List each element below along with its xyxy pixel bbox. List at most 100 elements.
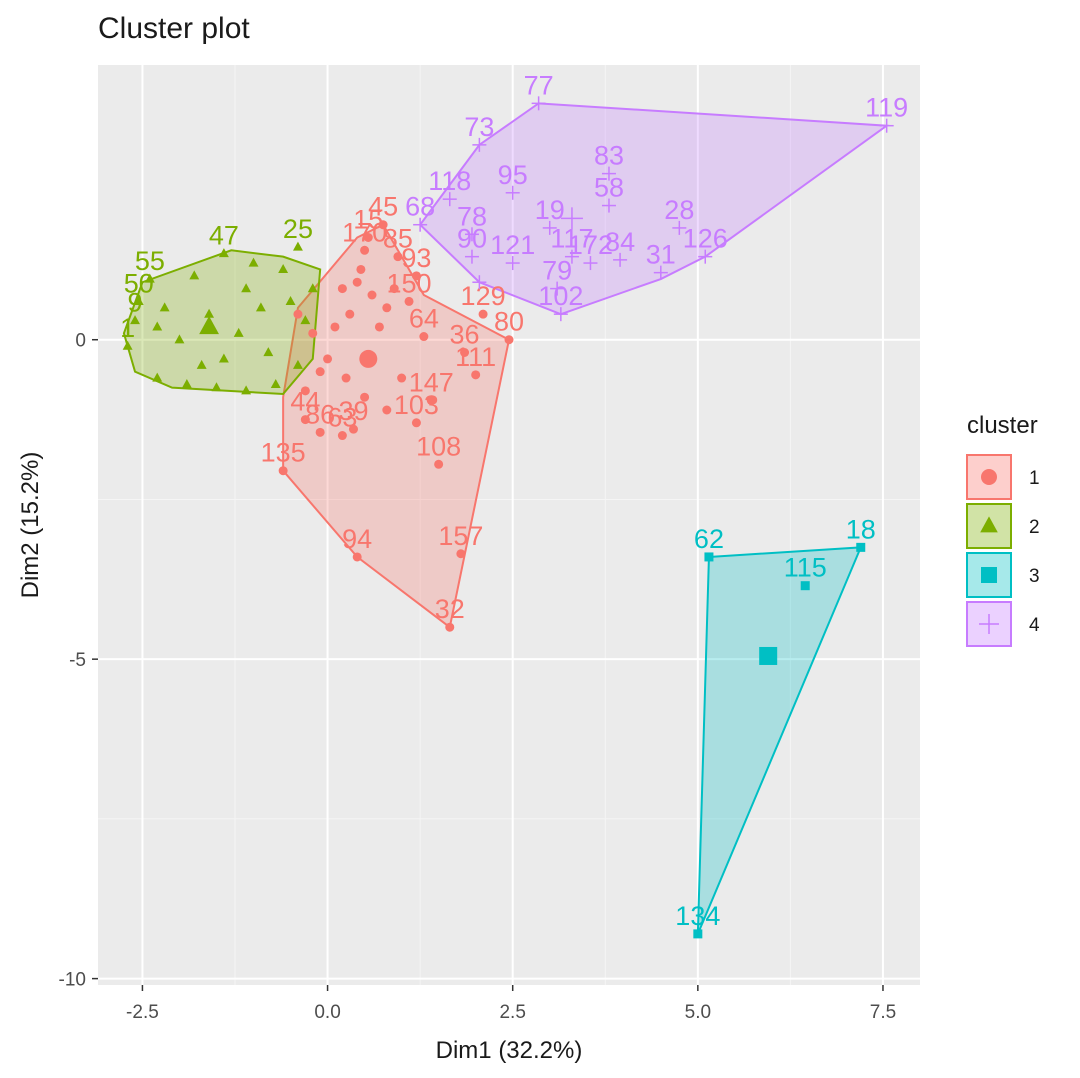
y-tick-label: -5 — [69, 650, 86, 671]
x-axis-title: Dim1 (32.2%) — [436, 1037, 583, 1064]
data-point — [300, 315, 311, 325]
point-label: 64 — [409, 304, 439, 334]
data-point — [348, 424, 358, 434]
data-point — [315, 367, 325, 377]
point-label: 1 — [120, 313, 135, 343]
point-label: 147 — [409, 367, 454, 397]
point-label: 50 — [124, 268, 154, 298]
data-point — [374, 322, 384, 332]
data-point — [426, 395, 436, 405]
data-point — [292, 241, 303, 251]
data-point — [472, 137, 487, 152]
data-point — [204, 308, 215, 318]
point-label: 170 — [342, 217, 387, 247]
data-point — [152, 321, 163, 331]
legend-key-symbol-3 — [981, 567, 997, 583]
point-label: 119 — [865, 93, 908, 123]
data-point — [130, 315, 140, 325]
point-label: 86 — [305, 399, 335, 429]
data-point — [460, 348, 470, 357]
point-label: 85 — [383, 224, 413, 254]
data-point — [411, 418, 421, 428]
data-point — [315, 427, 325, 437]
data-point — [341, 373, 351, 383]
data-point — [583, 256, 598, 271]
data-point — [308, 328, 318, 338]
x-tick-label: 7.5 — [870, 1002, 896, 1023]
data-point — [360, 392, 370, 402]
data-point — [531, 96, 546, 111]
data-point — [382, 405, 392, 415]
chart-title: Cluster plot — [98, 12, 250, 45]
point-label: 115 — [784, 553, 827, 583]
data-point — [505, 256, 520, 271]
point-label: 62 — [694, 524, 724, 554]
data-point — [300, 415, 310, 425]
data-point — [270, 379, 281, 389]
data-point — [360, 245, 370, 255]
data-point — [404, 296, 414, 306]
point-label: 32 — [435, 594, 465, 624]
x-tick-label: -2.5 — [126, 1002, 159, 1023]
data-point — [434, 459, 444, 469]
point-label: 9 — [128, 288, 143, 318]
point-label: 150 — [386, 268, 431, 298]
point-label: 78 — [457, 201, 487, 231]
data-point — [653, 265, 668, 280]
data-point — [323, 354, 333, 364]
point-label: 36 — [450, 320, 480, 350]
data-point — [464, 249, 479, 264]
data-point — [241, 385, 252, 395]
data-point — [337, 284, 347, 294]
data-point — [411, 271, 421, 281]
cluster-2-centroid — [199, 316, 219, 335]
data-point — [471, 370, 481, 380]
data-point — [553, 307, 568, 322]
point-label: 58 — [594, 173, 624, 203]
data-point — [144, 273, 155, 283]
data-point — [292, 359, 303, 369]
data-point — [181, 379, 192, 389]
cluster-1-hull — [282, 223, 511, 629]
data-point — [613, 252, 628, 267]
data-point — [601, 198, 616, 213]
data-point — [698, 249, 713, 264]
legend-label-4: 4 — [1029, 615, 1040, 636]
data-point — [445, 622, 455, 632]
data-point — [478, 309, 488, 319]
data-point — [419, 332, 429, 342]
data-point — [218, 248, 229, 258]
point-label: 39 — [338, 396, 368, 426]
data-point — [211, 382, 222, 392]
point-label: 79 — [542, 256, 572, 286]
data-point — [413, 217, 428, 232]
data-point — [397, 373, 407, 383]
data-point — [393, 252, 403, 262]
point-label: 80 — [494, 307, 524, 337]
data-point — [505, 185, 520, 200]
point-label: 18 — [846, 514, 876, 544]
data-point — [159, 302, 170, 312]
x-tick-label: 5.0 — [685, 1002, 711, 1023]
point-label: 103 — [394, 390, 439, 420]
point-label: 111 — [455, 342, 496, 372]
data-point — [389, 284, 399, 294]
data-point — [248, 257, 259, 267]
point-label: 93 — [401, 243, 431, 273]
data-point — [133, 295, 144, 305]
data-point — [196, 359, 207, 369]
data-point — [464, 227, 479, 242]
cluster-3-centroid — [759, 646, 778, 665]
x-tick-label: 2.5 — [499, 1002, 525, 1023]
data-point — [856, 542, 866, 552]
data-point — [174, 334, 185, 344]
y-tick-label: 0 — [75, 331, 86, 352]
data-point — [189, 270, 200, 280]
legend-key-symbol-1 — [981, 469, 997, 485]
legend-title: cluster — [967, 412, 1038, 439]
y-tick-label: -10 — [59, 970, 86, 991]
point-label: 121 — [490, 230, 535, 260]
data-point — [378, 220, 388, 230]
